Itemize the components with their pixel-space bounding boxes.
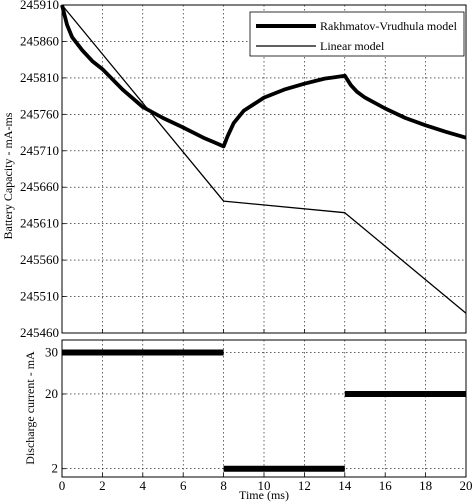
capacity-y-ticks: 245910 245860 245810 245760 245710 245660 2456… [20,0,66,340]
current-y-ticks: 30 20 2 [45,344,66,476]
capacity-y-tick-label: 245860 [20,33,59,48]
current-y-tick-label: 30 [45,344,58,359]
capacity-y-tick-label: 245510 [20,289,59,304]
legend: Rakhmatov-Vrudhula model Linear model [249,11,465,57]
capacity-plot-frame [61,4,467,334]
current-y-tick-label: 20 [45,386,58,401]
capacity-y-axis-label: Battery Capacity - mA-ms [1,112,15,239]
legend-label-rakhmatov: Rakhmatov-Vrudhula model [320,19,458,33]
legend-box [249,11,465,57]
linear-model-line [61,4,467,314]
x-tick-label: 10 [258,478,271,493]
current-gridlines [62,340,466,477]
capacity-y-tick-label: 245910 [20,0,59,12]
capacity-y-tick-label: 245460 [20,325,59,340]
x-tick-label: 8 [220,478,227,493]
current-y-axis-label: Discharge current - mA [23,351,37,465]
x-tick-label: 20 [460,478,473,493]
x-tick-label: 0 [59,478,66,493]
capacity-y-tick-label: 245660 [20,179,59,194]
x-axis-label: Time (ms) [239,488,289,502]
capacity-y-tick-label: 245710 [20,143,59,158]
rakhmatov-vrudhula-line [60,4,467,149]
capacity-y-tick-label: 245760 [20,106,59,121]
x-tick-label: 18 [419,478,432,493]
legend-label-linear: Linear model [320,39,385,53]
capacity-y-tick-label: 245610 [20,216,59,231]
current-plot-frame [61,339,467,478]
capacity-y-tick-label: 245560 [20,252,59,267]
current-series [62,349,466,472]
capacity-panel: 245910 245860 245810 245760 245710 245660 2456… [1,0,467,340]
x-tick-label: 2 [99,478,106,493]
current-y-tick-label: 2 [52,461,59,476]
x-tick-label: 12 [298,478,311,493]
x-tick-label: 4 [140,478,147,493]
x-tick-label: 6 [180,478,187,493]
current-x-ticks: 0 2 4 6 8 10 12 14 16 18 20 [59,473,473,493]
capacity-gridlines [61,5,467,333]
x-tick-label: 14 [338,478,352,493]
capacity-series [60,4,467,314]
capacity-y-tick-label: 245810 [20,70,59,85]
x-tick-label: 16 [379,478,393,493]
